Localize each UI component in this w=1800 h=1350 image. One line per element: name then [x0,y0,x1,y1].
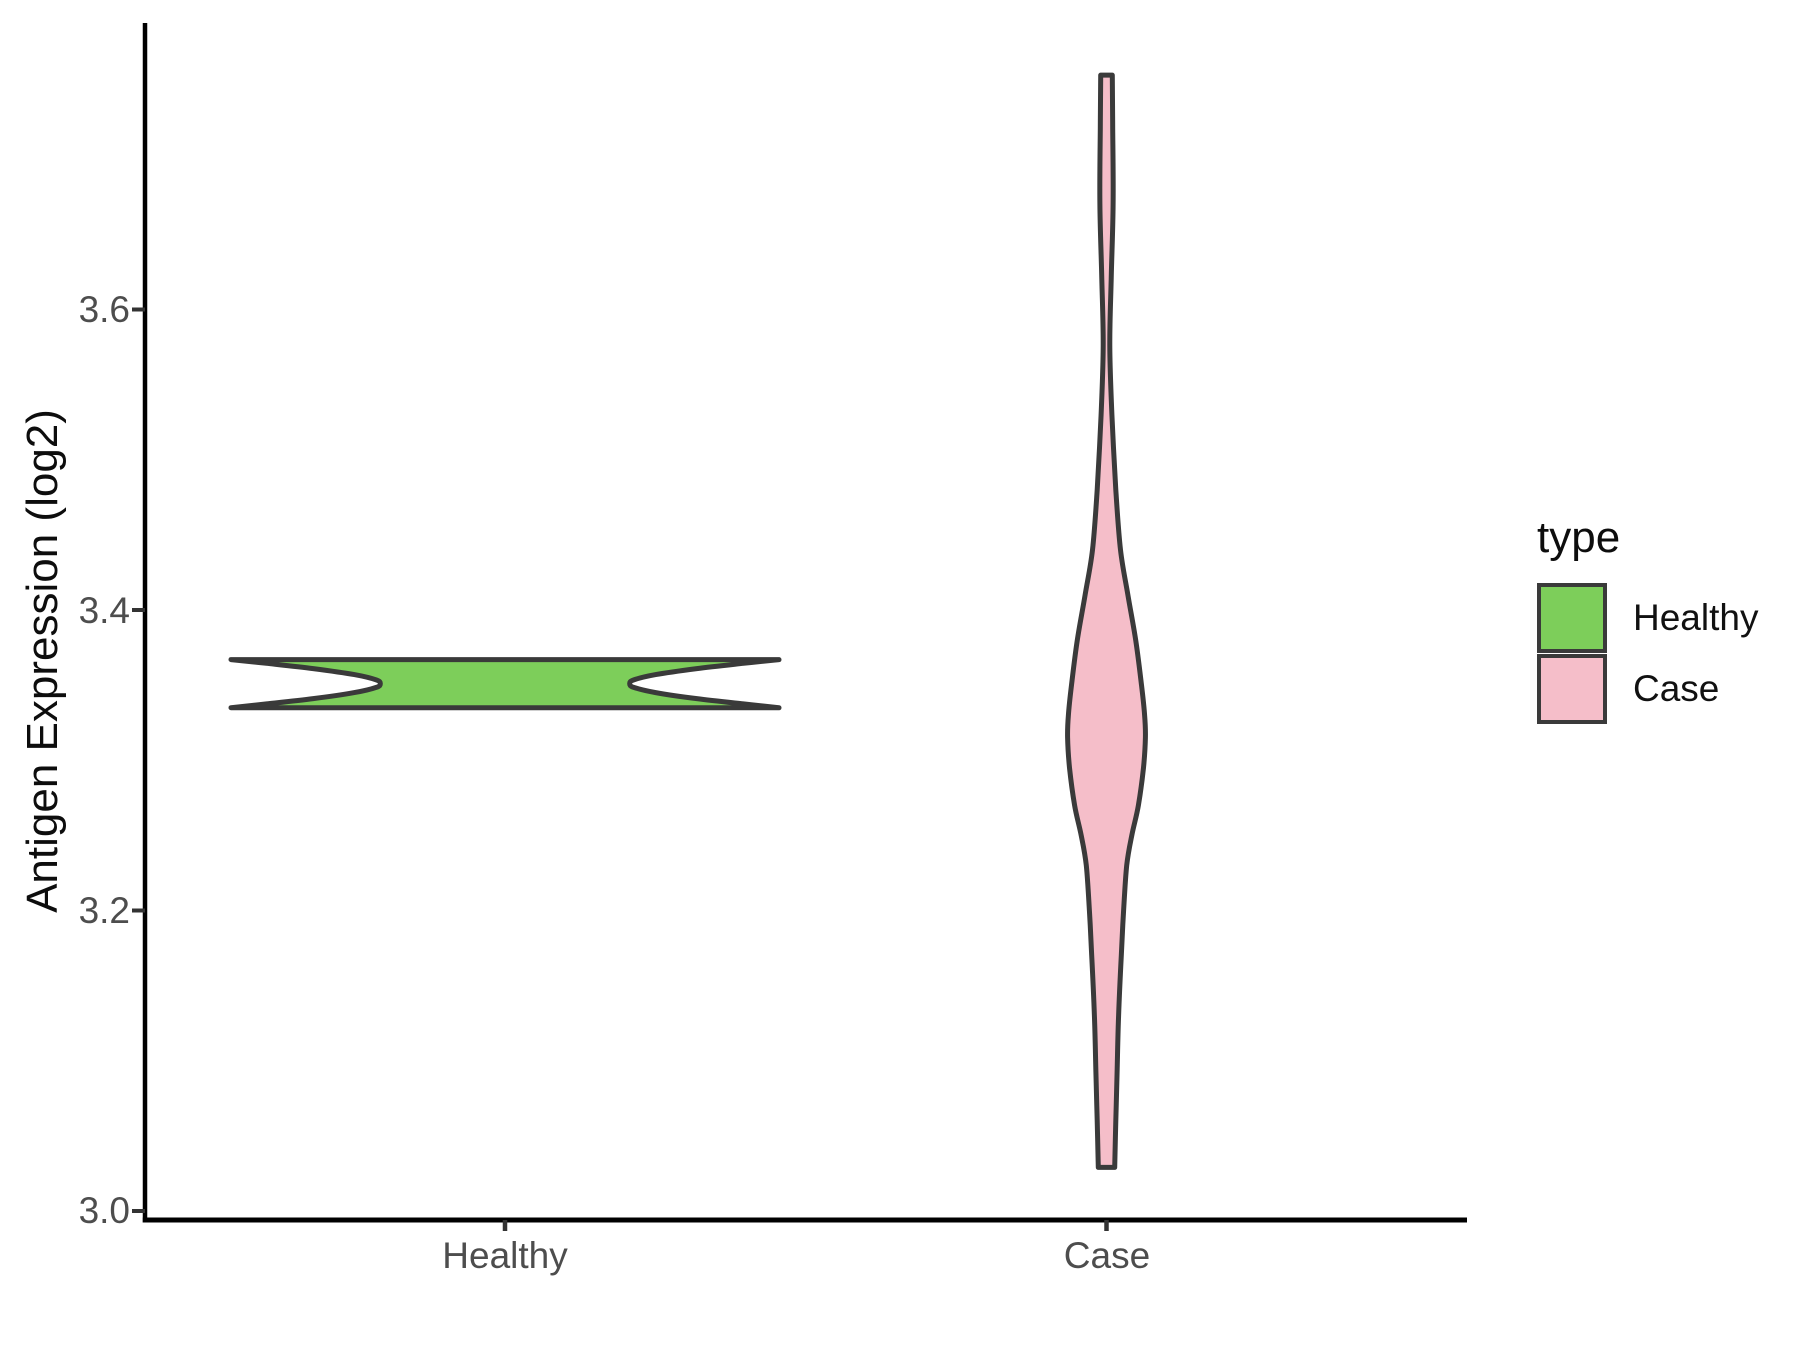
y-tick-label-3.2: 3.2 [78,890,130,931]
legend-entry-healthy: Healthy [1537,582,1758,653]
legend-label-healthy: Healthy [1633,596,1759,638]
y-axis-title: Antigen Expression (log2) [18,409,67,913]
violin-healthy [228,657,782,711]
legend-label-case: Case [1633,667,1720,709]
y-tick-label-3.0: 3.0 [78,1190,130,1231]
x-category-label-case: Case [1063,1235,1151,1276]
legend: type Healthy Case [1537,514,1758,724]
y-tick-label-3.6: 3.6 [78,289,130,330]
legend-key-case-swatch [1537,653,1607,724]
violin-case [1065,72,1148,1170]
legend-title: type [1537,513,1621,562]
legend-key-healthy-swatch [1537,582,1607,653]
x-category-label-healthy: Healthy [442,1235,568,1276]
legend-entry-case: Case [1537,653,1758,724]
y-tick-label-3.4: 3.4 [78,590,130,631]
